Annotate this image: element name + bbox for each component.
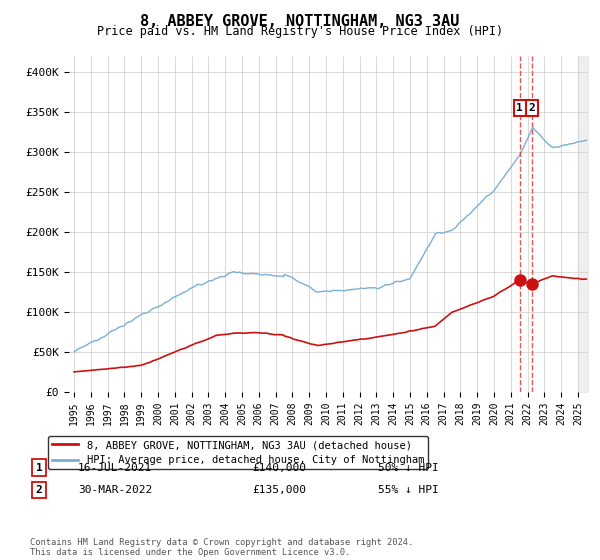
Text: 1: 1 bbox=[35, 463, 43, 473]
Text: 55% ↓ HPI: 55% ↓ HPI bbox=[378, 485, 439, 495]
Text: 2: 2 bbox=[35, 485, 43, 495]
Text: £135,000: £135,000 bbox=[252, 485, 306, 495]
Text: 30-MAR-2022: 30-MAR-2022 bbox=[78, 485, 152, 495]
Text: 8, ABBEY GROVE, NOTTINGHAM, NG3 3AU: 8, ABBEY GROVE, NOTTINGHAM, NG3 3AU bbox=[140, 14, 460, 29]
Text: 1: 1 bbox=[517, 103, 523, 113]
Legend: 8, ABBEY GROVE, NOTTINGHAM, NG3 3AU (detached house), HPI: Average price, detach: 8, ABBEY GROVE, NOTTINGHAM, NG3 3AU (det… bbox=[48, 436, 428, 469]
Text: 50% ↓ HPI: 50% ↓ HPI bbox=[378, 463, 439, 473]
Text: 16-JUL-2021: 16-JUL-2021 bbox=[78, 463, 152, 473]
Text: Price paid vs. HM Land Registry's House Price Index (HPI): Price paid vs. HM Land Registry's House … bbox=[97, 25, 503, 38]
Text: Contains HM Land Registry data © Crown copyright and database right 2024.
This d: Contains HM Land Registry data © Crown c… bbox=[30, 538, 413, 557]
Text: £140,000: £140,000 bbox=[252, 463, 306, 473]
Text: 2: 2 bbox=[529, 103, 535, 113]
